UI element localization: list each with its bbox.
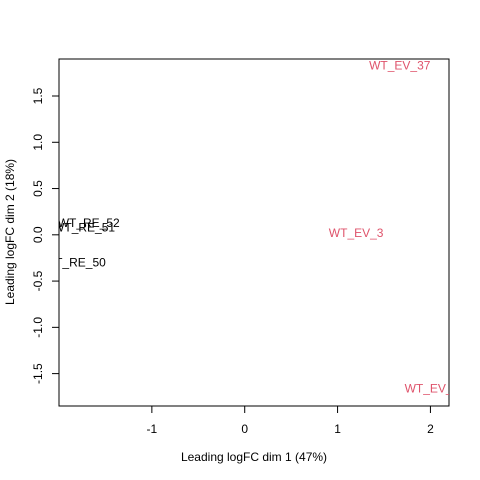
x-tick-label: -1 xyxy=(147,422,158,436)
y-tick-label: -0.5 xyxy=(31,270,45,291)
y-tick-label: 1.0 xyxy=(31,134,45,151)
x-tick-label: 2 xyxy=(427,422,434,436)
y-tick-label: -1.5 xyxy=(31,363,45,384)
x-tick-label: 0 xyxy=(241,422,248,436)
point-label: WT_RE_52 xyxy=(58,216,120,230)
point-label: WT_EV_3 xyxy=(329,226,384,240)
y-tick-label: 0.0 xyxy=(31,226,45,243)
x-axis-title: Leading logFC dim 1 (47%) xyxy=(181,450,327,464)
y-tick-label: 1.5 xyxy=(31,87,45,104)
plot-frame xyxy=(58,58,450,407)
y-tick-label: -1.0 xyxy=(31,317,45,338)
x-axis: -1 0 1 2 xyxy=(147,406,434,436)
point-label: WT_RE_51 xyxy=(53,220,115,234)
y-axis-title: Leading logFC dim 2 (18%) xyxy=(3,159,17,305)
y-axis: -1.5 -1.0 -0.5 0.0 0.5 1.0 1.5 xyxy=(31,87,59,384)
point-label: WT_RE_50 xyxy=(44,256,106,270)
x-tick-label: 1 xyxy=(334,422,341,436)
point-label: WT_EV_37 xyxy=(369,58,431,72)
y-tick-label: 0.5 xyxy=(31,180,45,197)
point-label: WT_EV_ xyxy=(405,381,453,395)
